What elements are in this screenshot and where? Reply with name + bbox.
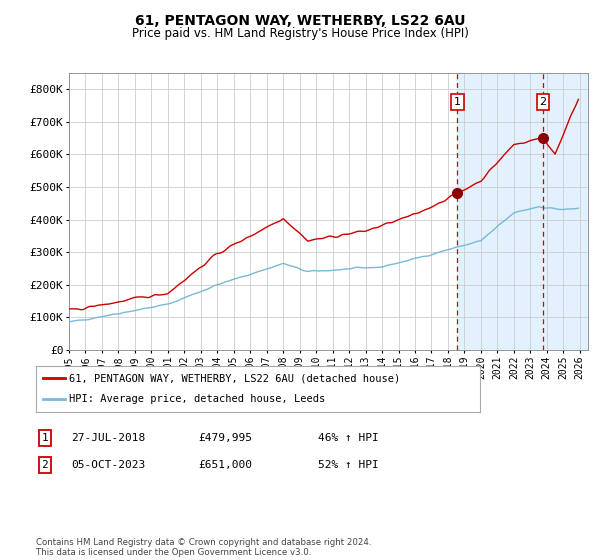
Text: 46% ↑ HPI: 46% ↑ HPI	[318, 433, 379, 443]
Text: HPI: Average price, detached house, Leeds: HPI: Average price, detached house, Leed…	[70, 394, 326, 404]
Text: 05-OCT-2023: 05-OCT-2023	[71, 460, 145, 470]
Text: 61, PENTAGON WAY, WETHERBY, LS22 6AU: 61, PENTAGON WAY, WETHERBY, LS22 6AU	[135, 14, 465, 28]
Text: 1: 1	[454, 97, 461, 107]
Text: 2: 2	[41, 460, 49, 470]
Text: 1: 1	[41, 433, 49, 443]
Text: 52% ↑ HPI: 52% ↑ HPI	[318, 460, 379, 470]
Text: 61, PENTAGON WAY, WETHERBY, LS22 6AU (detached house): 61, PENTAGON WAY, WETHERBY, LS22 6AU (de…	[70, 373, 401, 383]
Text: 2: 2	[539, 97, 547, 107]
Text: Price paid vs. HM Land Registry's House Price Index (HPI): Price paid vs. HM Land Registry's House …	[131, 27, 469, 40]
Text: £651,000: £651,000	[198, 460, 252, 470]
Text: 27-JUL-2018: 27-JUL-2018	[71, 433, 145, 443]
Text: £479,995: £479,995	[198, 433, 252, 443]
Text: Contains HM Land Registry data © Crown copyright and database right 2024.
This d: Contains HM Land Registry data © Crown c…	[36, 538, 371, 557]
